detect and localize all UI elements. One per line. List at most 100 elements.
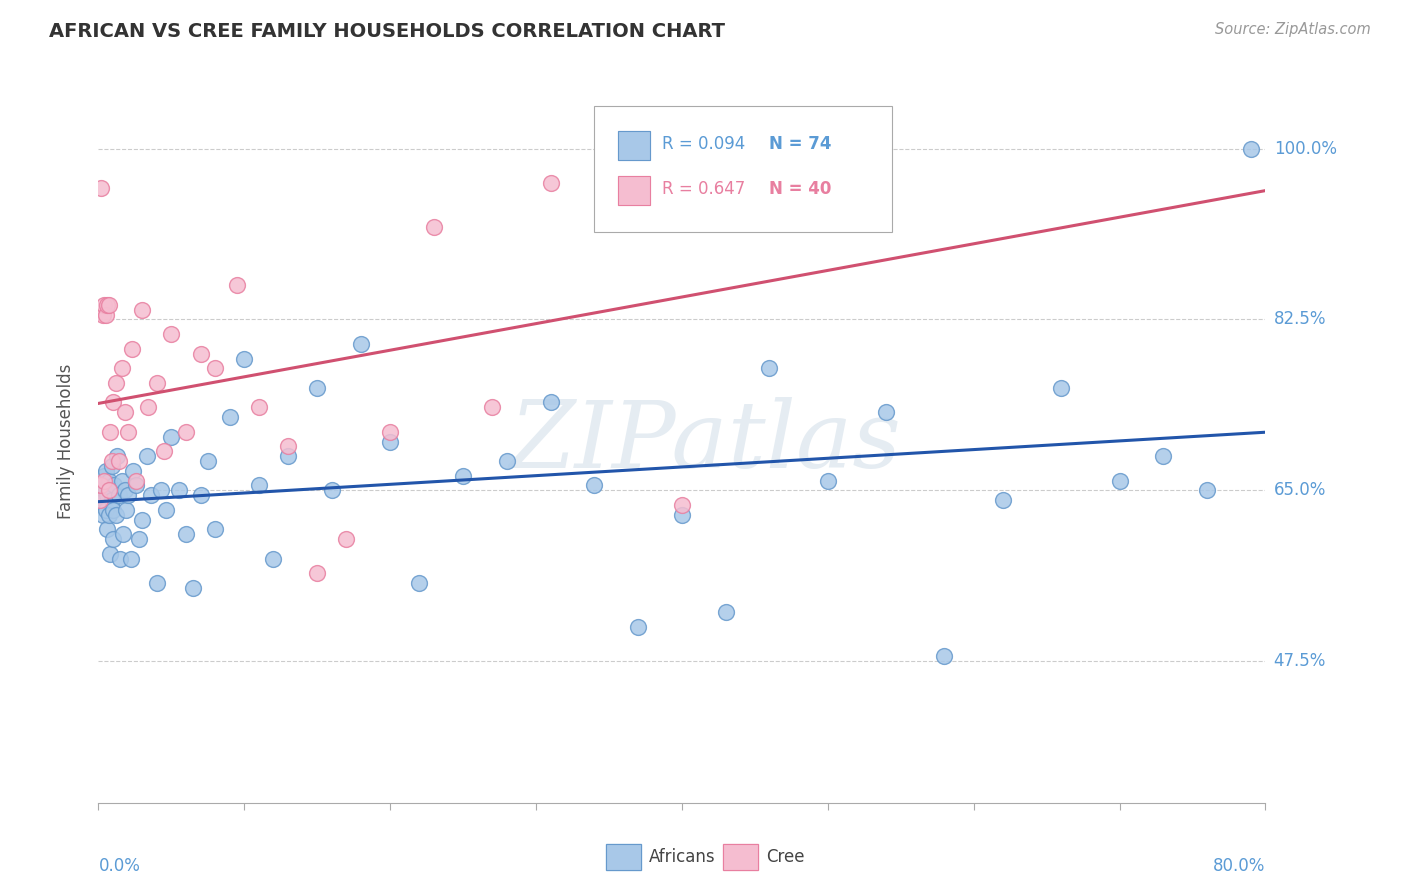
- Point: [174, 527, 197, 541]
- Point: [96, 523, 118, 537]
- Point: [875, 405, 897, 419]
- Point: [190, 488, 212, 502]
- Point: [135, 449, 157, 463]
- Point: [98, 425, 121, 439]
- Point: [307, 381, 329, 395]
- Point: [204, 361, 226, 376]
- Point: [94, 503, 117, 517]
- Bar: [617, 176, 651, 204]
- Point: [91, 508, 114, 522]
- Point: [94, 464, 117, 478]
- Point: [115, 503, 138, 517]
- Text: 80.0%: 80.0%: [1213, 856, 1265, 874]
- Point: [101, 503, 124, 517]
- Point: [111, 361, 134, 376]
- Point: [93, 493, 115, 508]
- Point: [380, 425, 402, 439]
- Point: [817, 474, 839, 488]
- Point: [583, 478, 606, 492]
- Point: [1240, 142, 1263, 156]
- Point: [136, 401, 159, 415]
- Point: [1108, 474, 1130, 488]
- Point: [104, 508, 127, 522]
- Bar: [606, 844, 641, 870]
- Point: [350, 337, 373, 351]
- Point: [1050, 381, 1073, 395]
- Point: [105, 449, 128, 463]
- Bar: [723, 844, 758, 870]
- Point: [93, 468, 115, 483]
- Point: [671, 498, 693, 512]
- Text: 100.0%: 100.0%: [1274, 140, 1337, 158]
- Point: [671, 508, 693, 522]
- Text: N = 74: N = 74: [769, 135, 832, 153]
- Point: [100, 454, 122, 468]
- Point: [114, 483, 136, 498]
- Point: [98, 483, 121, 498]
- Point: [934, 649, 956, 664]
- Point: [101, 395, 124, 409]
- Point: [122, 464, 145, 478]
- Point: [380, 434, 402, 449]
- Point: [190, 346, 212, 360]
- Point: [167, 483, 190, 498]
- Text: Africans: Africans: [650, 848, 716, 866]
- Text: ZIPatlas: ZIPatlas: [509, 397, 901, 486]
- Point: [218, 410, 240, 425]
- Point: [160, 430, 183, 444]
- Point: [90, 478, 112, 492]
- Point: [307, 566, 329, 581]
- Bar: [723, 844, 758, 870]
- Point: [114, 405, 136, 419]
- Point: [100, 458, 122, 473]
- Point: [93, 474, 115, 488]
- Bar: [617, 131, 651, 160]
- Text: R = 0.647: R = 0.647: [662, 179, 745, 198]
- Text: Source: ZipAtlas.com: Source: ZipAtlas.com: [1215, 22, 1371, 37]
- Point: [97, 483, 120, 498]
- Point: [97, 508, 120, 522]
- Point: [153, 444, 176, 458]
- Point: [108, 454, 131, 468]
- Point: [90, 474, 112, 488]
- Point: [233, 351, 256, 366]
- Point: [108, 488, 131, 502]
- Point: [96, 488, 118, 502]
- Point: [146, 376, 169, 390]
- Point: [117, 425, 139, 439]
- Point: [117, 488, 139, 502]
- Point: [155, 503, 177, 517]
- Point: [714, 606, 737, 620]
- Point: [174, 425, 197, 439]
- Point: [98, 547, 121, 561]
- Point: [104, 376, 127, 390]
- Point: [496, 454, 519, 468]
- Point: [540, 395, 562, 409]
- FancyBboxPatch shape: [595, 105, 891, 232]
- Point: [423, 219, 446, 234]
- Point: [139, 488, 162, 502]
- Point: [94, 308, 117, 322]
- Point: [247, 401, 270, 415]
- Point: [612, 146, 634, 161]
- Point: [150, 483, 173, 498]
- Point: [1195, 483, 1218, 498]
- Point: [91, 308, 114, 322]
- Text: R = 0.094: R = 0.094: [662, 135, 745, 153]
- Text: N = 40: N = 40: [769, 179, 832, 198]
- Point: [226, 278, 249, 293]
- Point: [758, 361, 780, 376]
- Point: [627, 620, 650, 634]
- Point: [131, 513, 153, 527]
- Point: [335, 532, 357, 546]
- Point: [90, 498, 112, 512]
- Y-axis label: Family Households: Family Households: [56, 364, 75, 519]
- Point: [91, 478, 114, 492]
- Point: [197, 454, 219, 468]
- Text: 82.5%: 82.5%: [1274, 310, 1326, 328]
- Point: [247, 478, 270, 492]
- Point: [111, 474, 134, 488]
- Point: [89, 493, 111, 508]
- Point: [408, 576, 430, 591]
- Text: AFRICAN VS CREE FAMILY HOUSEHOLDS CORRELATION CHART: AFRICAN VS CREE FAMILY HOUSEHOLDS CORREL…: [49, 22, 725, 41]
